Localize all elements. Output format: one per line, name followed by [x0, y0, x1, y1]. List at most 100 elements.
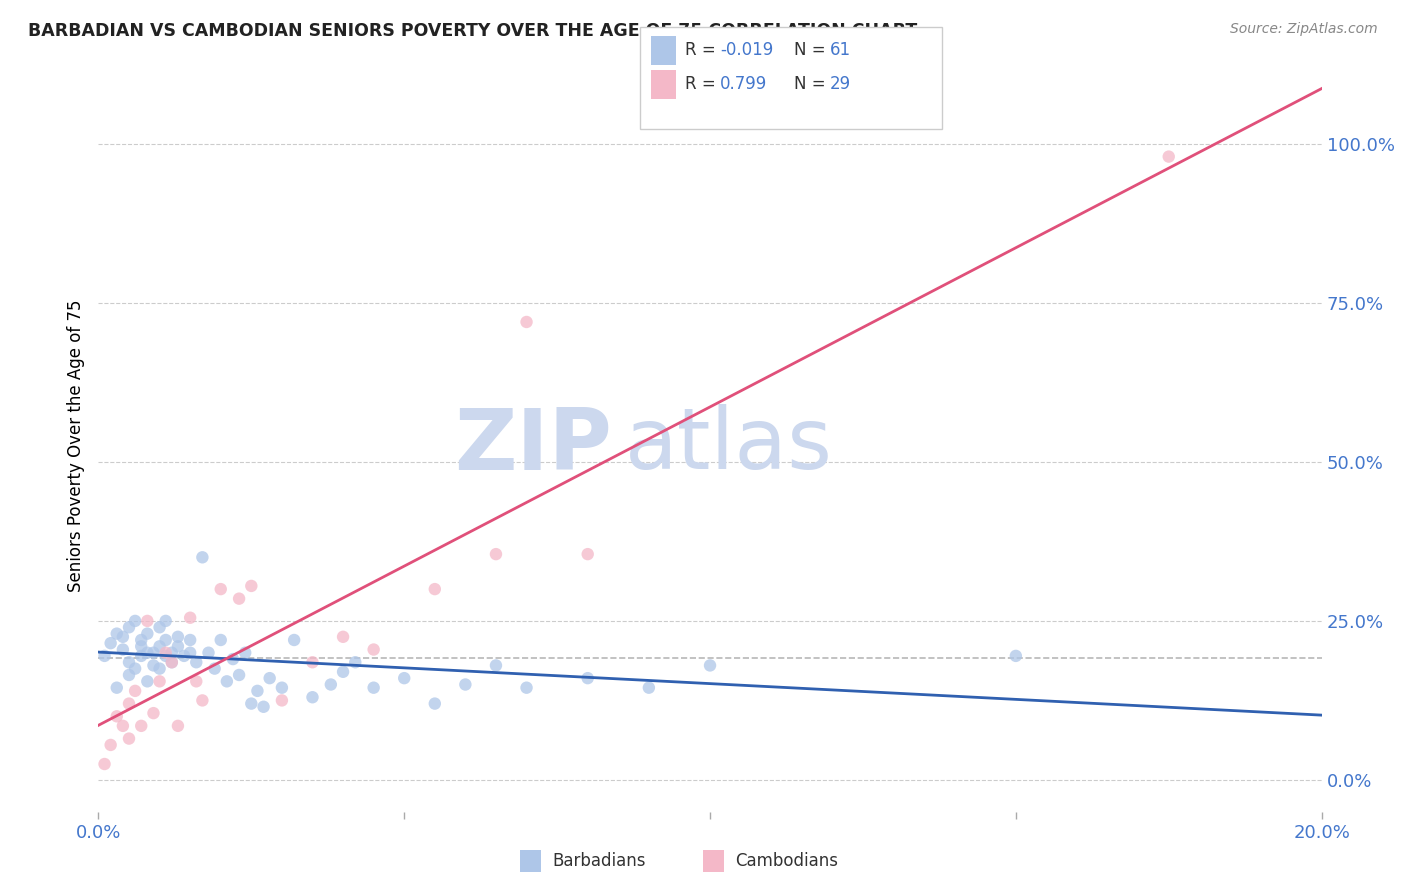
Point: [332, 630, 354, 644]
Point: [149, 640, 172, 654]
Text: Source: ZipAtlas.com: Source: ZipAtlas.com: [1230, 22, 1378, 37]
Point: [454, 677, 477, 691]
Point: [167, 630, 190, 644]
Point: [155, 614, 177, 628]
Point: [252, 699, 274, 714]
Point: [233, 646, 256, 660]
Point: [637, 681, 661, 695]
Point: [179, 632, 201, 647]
Point: [136, 614, 159, 628]
Point: [105, 709, 128, 723]
Text: 0.799: 0.799: [720, 75, 768, 94]
Point: [332, 665, 354, 679]
Point: [283, 632, 305, 647]
Point: [197, 646, 219, 660]
Point: [301, 655, 323, 669]
Point: [191, 550, 214, 565]
Text: N =: N =: [794, 75, 825, 94]
Text: atlas: atlas: [624, 404, 832, 488]
Point: [105, 626, 128, 640]
Point: [129, 640, 152, 654]
Point: [100, 738, 122, 752]
Point: [160, 655, 183, 669]
Point: [485, 658, 508, 673]
Point: [124, 662, 146, 676]
Text: Barbadians: Barbadians: [553, 852, 647, 871]
Point: [1004, 648, 1026, 663]
Point: [240, 697, 263, 711]
Point: [516, 315, 538, 329]
Point: [319, 677, 342, 691]
Point: [179, 646, 201, 660]
Point: [246, 684, 269, 698]
Point: [1157, 150, 1180, 164]
Point: [270, 693, 292, 707]
Text: N =: N =: [794, 41, 825, 60]
Point: [155, 632, 177, 647]
Point: [118, 697, 141, 711]
Text: BARBADIAN VS CAMBODIAN SENIORS POVERTY OVER THE AGE OF 75 CORRELATION CHART: BARBADIAN VS CAMBODIAN SENIORS POVERTY O…: [28, 22, 917, 40]
Point: [129, 719, 152, 733]
Point: [167, 640, 190, 654]
Point: [118, 668, 141, 682]
Point: [160, 646, 183, 660]
Text: 61: 61: [830, 41, 851, 60]
Text: 29: 29: [830, 75, 851, 94]
Point: [93, 757, 115, 772]
Point: [423, 582, 446, 596]
Point: [259, 671, 281, 685]
Point: [100, 636, 122, 650]
Point: [209, 582, 232, 596]
Point: [301, 690, 323, 705]
Point: [142, 646, 165, 660]
Point: [124, 684, 146, 698]
Point: [485, 547, 508, 561]
Point: [124, 614, 146, 628]
Point: [423, 697, 446, 711]
Text: R =: R =: [685, 75, 716, 94]
Text: -0.019: -0.019: [720, 41, 773, 60]
Point: [576, 671, 599, 685]
Y-axis label: Seniors Poverty Over the Age of 75: Seniors Poverty Over the Age of 75: [66, 300, 84, 592]
Point: [215, 674, 238, 689]
Point: [136, 674, 159, 689]
Point: [191, 693, 214, 707]
Point: [228, 668, 250, 682]
Point: [392, 671, 416, 685]
Point: [136, 646, 159, 660]
Point: [270, 681, 292, 695]
Point: [209, 632, 232, 647]
Text: Cambodians: Cambodians: [735, 852, 838, 871]
Point: [155, 646, 177, 660]
Point: [576, 547, 599, 561]
Point: [111, 642, 134, 657]
Point: [167, 719, 190, 733]
Point: [363, 642, 385, 657]
Point: [142, 706, 165, 720]
Point: [149, 674, 172, 689]
Point: [105, 681, 128, 695]
Point: [136, 626, 159, 640]
Point: [204, 662, 226, 676]
Point: [111, 719, 134, 733]
Point: [363, 681, 385, 695]
Point: [118, 620, 141, 634]
Point: [186, 674, 208, 689]
Point: [118, 655, 141, 669]
Point: [699, 658, 721, 673]
Point: [516, 681, 538, 695]
Point: [344, 655, 367, 669]
Point: [111, 630, 134, 644]
Point: [160, 655, 183, 669]
Point: [179, 611, 201, 625]
Point: [93, 648, 115, 663]
Point: [228, 591, 250, 606]
Point: [222, 652, 245, 666]
Point: [149, 662, 172, 676]
Text: ZIP: ZIP: [454, 404, 612, 488]
Point: [149, 620, 172, 634]
Point: [142, 658, 165, 673]
Text: R =: R =: [685, 41, 716, 60]
Point: [155, 648, 177, 663]
Point: [173, 648, 195, 663]
